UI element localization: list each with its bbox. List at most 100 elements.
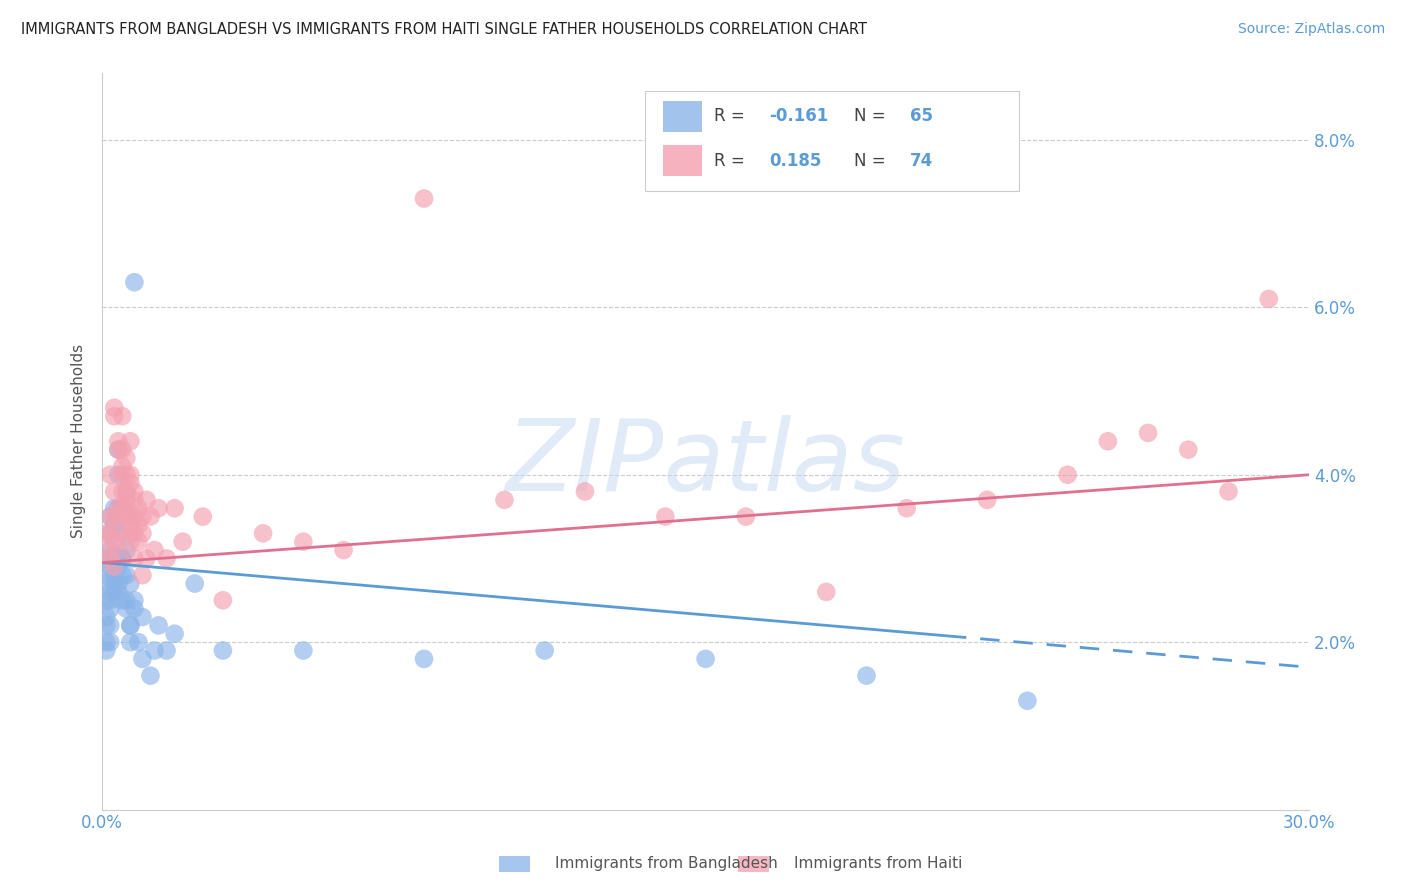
- Point: [111, 526, 134, 541]
- Point: [103, 585, 125, 599]
- Point: [574, 484, 596, 499]
- Point: [494, 492, 516, 507]
- Point: [103, 401, 125, 415]
- Point: [96, 576, 118, 591]
- Point: [184, 576, 207, 591]
- Point: [413, 192, 436, 206]
- Point: [120, 526, 142, 541]
- Point: [107, 585, 129, 599]
- Point: [131, 568, 153, 582]
- Point: [98, 585, 121, 599]
- Point: [734, 509, 756, 524]
- Point: [654, 509, 676, 524]
- Point: [107, 434, 129, 449]
- Point: [98, 509, 121, 524]
- Point: [127, 501, 149, 516]
- Point: [855, 668, 877, 682]
- Text: 0.185: 0.185: [769, 152, 823, 169]
- Point: [191, 509, 214, 524]
- Point: [98, 559, 121, 574]
- Point: [252, 526, 274, 541]
- Point: [115, 492, 138, 507]
- Point: [120, 476, 142, 491]
- Text: Immigrants from Haiti: Immigrants from Haiti: [794, 856, 963, 871]
- Point: [124, 484, 146, 499]
- Point: [107, 509, 129, 524]
- Point: [1257, 292, 1279, 306]
- Point: [212, 593, 235, 607]
- Point: [124, 509, 146, 524]
- Point: [148, 618, 170, 632]
- Point: [96, 643, 118, 657]
- Point: [111, 442, 134, 457]
- Point: [120, 635, 142, 649]
- Point: [976, 492, 998, 507]
- Point: [103, 551, 125, 566]
- Point: [815, 585, 838, 599]
- Bar: [664, 145, 702, 176]
- Point: [98, 526, 121, 541]
- Point: [111, 459, 134, 474]
- Point: [127, 534, 149, 549]
- Point: [107, 442, 129, 457]
- Point: [107, 467, 129, 482]
- Point: [103, 576, 125, 591]
- Text: 74: 74: [910, 152, 932, 169]
- Point: [143, 543, 166, 558]
- Point: [124, 492, 146, 507]
- Point: [127, 518, 149, 533]
- Point: [163, 627, 186, 641]
- Point: [143, 643, 166, 657]
- Point: [111, 467, 134, 482]
- Point: [98, 543, 121, 558]
- Text: N =: N =: [853, 107, 891, 126]
- Point: [111, 501, 134, 516]
- Point: [103, 509, 125, 524]
- Point: [103, 559, 125, 574]
- Point: [155, 551, 177, 566]
- Point: [1137, 425, 1160, 440]
- Point: [1097, 434, 1119, 449]
- Point: [111, 593, 134, 607]
- Point: [120, 518, 142, 533]
- Point: [148, 501, 170, 516]
- Point: [115, 601, 138, 615]
- Point: [111, 568, 134, 582]
- Point: [292, 534, 315, 549]
- Point: [332, 543, 354, 558]
- Point: [98, 618, 121, 632]
- Text: -0.161: -0.161: [769, 107, 828, 126]
- Point: [103, 534, 125, 549]
- Point: [1177, 442, 1199, 457]
- Text: ZIPatlas: ZIPatlas: [506, 415, 905, 512]
- Point: [139, 509, 162, 524]
- Point: [115, 467, 138, 482]
- Point: [124, 551, 146, 566]
- Point: [120, 534, 142, 549]
- Point: [120, 618, 142, 632]
- Point: [96, 543, 118, 558]
- Point: [120, 618, 142, 632]
- Point: [96, 551, 118, 566]
- Point: [135, 492, 157, 507]
- Point: [96, 618, 118, 632]
- Text: R =: R =: [714, 152, 749, 169]
- Point: [135, 551, 157, 566]
- Point: [163, 501, 186, 516]
- Point: [98, 467, 121, 482]
- Point: [107, 543, 129, 558]
- Point: [115, 450, 138, 465]
- Point: [120, 434, 142, 449]
- Point: [292, 643, 315, 657]
- Point: [124, 526, 146, 541]
- Point: [96, 526, 118, 541]
- Point: [115, 593, 138, 607]
- Text: N =: N =: [853, 152, 891, 169]
- Point: [124, 275, 146, 289]
- Point: [115, 484, 138, 499]
- Y-axis label: Single Father Households: Single Father Households: [72, 344, 86, 538]
- Point: [107, 576, 129, 591]
- Point: [131, 526, 153, 541]
- Point: [96, 635, 118, 649]
- Point: [172, 534, 194, 549]
